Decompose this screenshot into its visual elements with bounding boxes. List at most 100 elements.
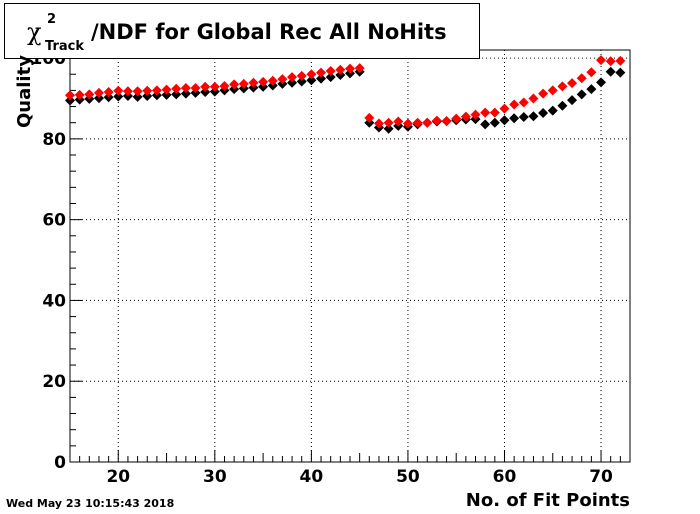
x-tick-label: 60 [493, 467, 517, 487]
data-point [412, 117, 423, 128]
data-point [122, 86, 133, 97]
data-point [373, 118, 384, 129]
y-tick-label: 60 [42, 211, 66, 231]
data-point [596, 77, 607, 88]
title-chi-symbol: χ [27, 18, 42, 46]
x-tick-label: 40 [300, 467, 324, 487]
data-point [489, 107, 500, 118]
data-point [132, 86, 143, 97]
data-point [354, 63, 365, 74]
data-point [538, 108, 549, 119]
data-point [615, 67, 626, 78]
data-point [567, 78, 578, 89]
data-point [538, 88, 549, 99]
data-point [596, 55, 607, 66]
data-point [161, 84, 172, 95]
data-point [296, 70, 307, 81]
data-point [113, 85, 124, 96]
data-point [306, 69, 317, 80]
y-tick-label: 0 [54, 453, 66, 473]
data-point [277, 74, 288, 85]
data-point [103, 87, 114, 98]
data-point [306, 75, 317, 86]
data-point [103, 92, 114, 103]
data-point [296, 76, 307, 87]
chart-title-box: χ 2 Track /NDF for Global Rec All NoHits [4, 3, 480, 59]
data-point [171, 89, 182, 100]
y-axis-label: Quality [14, 55, 35, 128]
data-point [557, 81, 568, 92]
data-point [190, 82, 201, 93]
data-point [345, 63, 355, 74]
data-point [518, 97, 529, 108]
x-tick-label: 30 [203, 467, 227, 487]
data-point [451, 113, 462, 124]
data-point [567, 95, 578, 106]
data-point [576, 73, 587, 84]
data-point [325, 66, 336, 77]
data-point [93, 93, 104, 104]
data-point [219, 80, 230, 91]
timestamp: Wed May 23 10:15:43 2018 [6, 497, 175, 510]
data-point [441, 116, 452, 127]
x-tick-label: 50 [396, 467, 420, 487]
data-point [200, 87, 211, 98]
data-point [209, 81, 220, 92]
data-point [84, 89, 95, 100]
data-point [402, 118, 413, 129]
data-point [518, 112, 529, 123]
data-point [509, 113, 520, 124]
data-point [65, 90, 75, 101]
data-point [422, 117, 433, 128]
data-point [499, 103, 510, 114]
data-point [586, 67, 597, 78]
data-point [142, 85, 153, 96]
data-point [460, 111, 471, 122]
title-superscript: 2 [47, 12, 57, 27]
data-point [557, 100, 568, 111]
x-tick-label: 20 [106, 467, 130, 487]
data-point [238, 78, 249, 89]
data-point [113, 91, 124, 102]
data-point [151, 85, 162, 96]
data-point [605, 66, 616, 77]
data-point [615, 55, 626, 66]
data-point [200, 81, 211, 92]
data-point [499, 115, 510, 126]
data-point [335, 70, 346, 81]
data-point [547, 105, 558, 116]
y-tick-label: 20 [42, 372, 66, 392]
data-point [316, 67, 327, 78]
data-point [142, 91, 153, 102]
x-tick-label: 70 [589, 467, 613, 487]
data-point [180, 82, 191, 93]
data-point [258, 76, 269, 87]
data-series [65, 55, 626, 134]
data-point [287, 77, 298, 88]
data-point [576, 89, 587, 100]
data-point [605, 56, 616, 67]
chart-title: /NDF for Global Rec All NoHits [91, 20, 447, 44]
data-point [393, 116, 404, 127]
data-point [431, 115, 442, 126]
y-tick-label: 80 [42, 130, 66, 150]
data-point [325, 72, 336, 83]
data-point [93, 87, 104, 98]
data-point [287, 72, 298, 83]
data-point [65, 95, 75, 106]
data-point [180, 88, 191, 99]
y-tick-label: 40 [42, 291, 66, 311]
data-point [586, 84, 597, 95]
data-point [74, 89, 85, 100]
data-point [470, 109, 481, 120]
data-point [132, 91, 143, 102]
data-point [480, 119, 491, 130]
data-point [267, 75, 278, 86]
x-axis-label: No. of Fit Points [465, 490, 630, 511]
data-point [335, 64, 346, 75]
data-point [383, 123, 394, 134]
data-point [489, 117, 500, 128]
data-point [161, 89, 172, 100]
data-point [509, 99, 520, 110]
